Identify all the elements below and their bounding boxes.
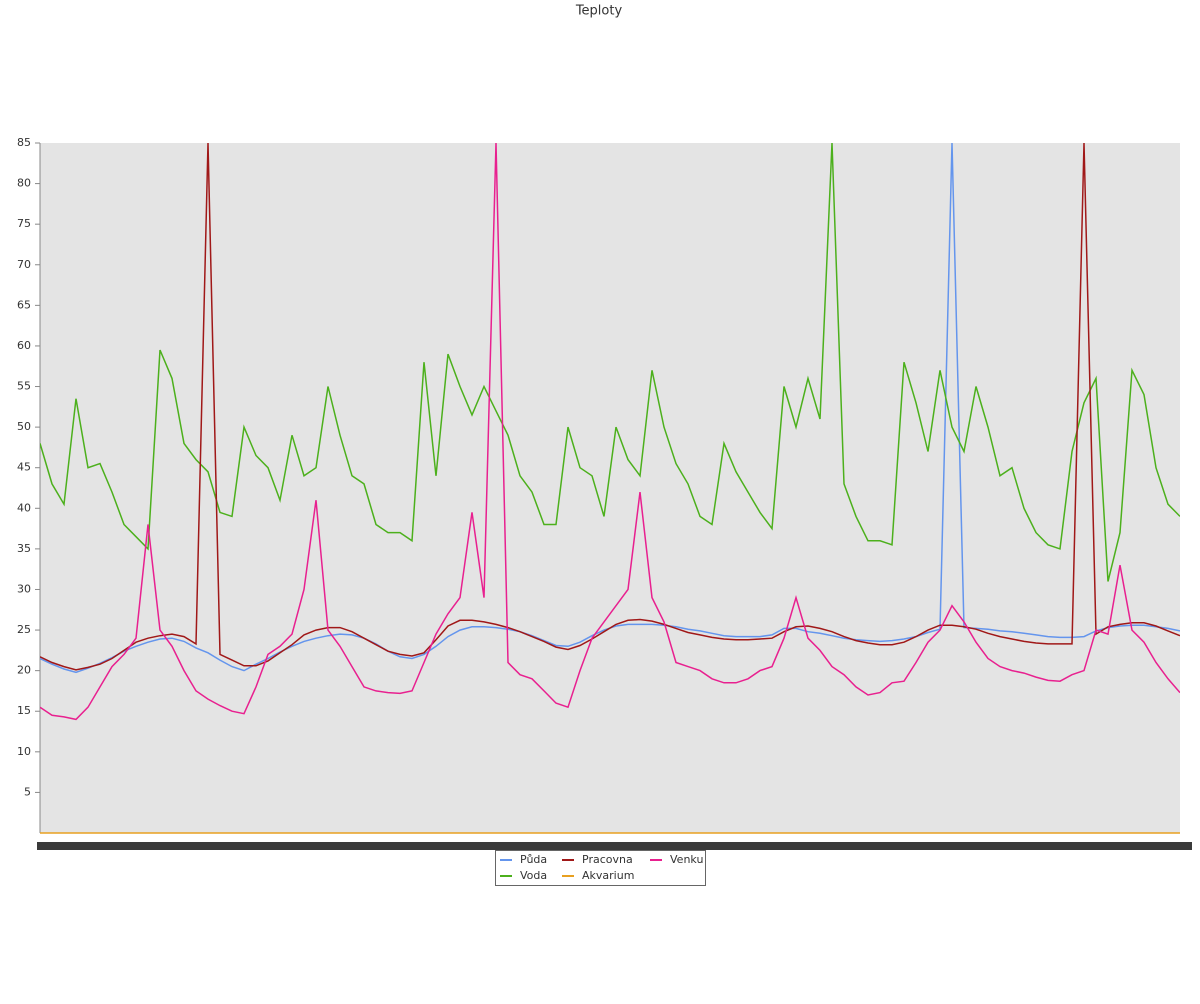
legend-label: Půda <box>520 853 547 866</box>
y-tick-label: 20 <box>17 664 31 677</box>
series-line <box>40 143 1180 721</box>
y-tick-label: 50 <box>17 420 31 433</box>
y-tick-label: 55 <box>17 380 31 393</box>
plot-area <box>40 143 1180 833</box>
chart-title: Teploty <box>575 4 623 19</box>
y-tick-label: 35 <box>17 542 31 555</box>
y-tick-label: 15 <box>17 704 31 717</box>
legend <box>495 850 706 886</box>
y-tick-label: 85 <box>17 136 31 149</box>
y-tick-label: 60 <box>17 339 31 352</box>
legend-label: Venku <box>670 853 703 866</box>
y-tick-label: 25 <box>17 623 31 636</box>
y-tick-label: 30 <box>17 582 31 595</box>
series-line <box>40 143 1180 582</box>
legend-label: Voda <box>520 869 547 882</box>
y-tick-label: 45 <box>17 461 31 474</box>
y-tick-label: 5 <box>24 785 31 798</box>
y-tick-label: 10 <box>17 745 31 758</box>
y-tick-label: 40 <box>17 501 31 514</box>
legend-label: Akvarium <box>582 869 634 882</box>
y-tick-label: 75 <box>17 217 31 230</box>
x-axis-labels <box>37 842 1192 850</box>
y-tick-label: 65 <box>17 298 31 311</box>
y-tick-label: 70 <box>17 258 31 271</box>
legend-label: Pracovna <box>582 853 633 866</box>
y-tick-label: 80 <box>17 177 31 190</box>
series-line <box>40 143 1180 671</box>
